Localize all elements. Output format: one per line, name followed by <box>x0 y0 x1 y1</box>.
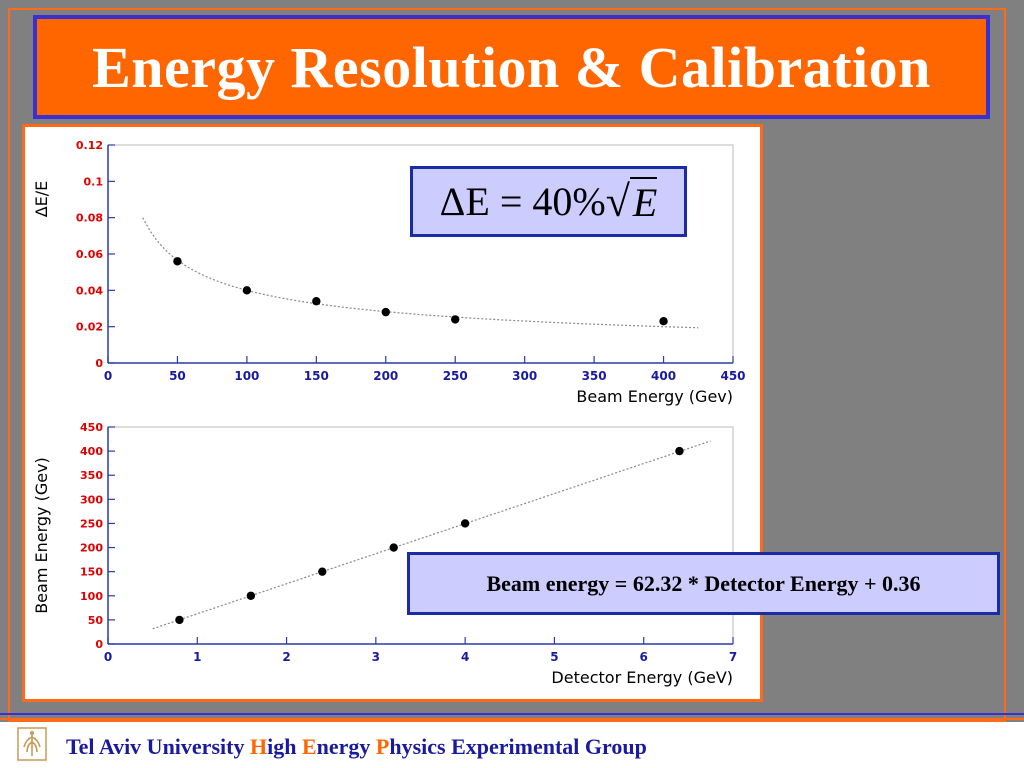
x-tick-label: 200 <box>373 369 398 383</box>
x-tick-label: 1 <box>193 650 201 664</box>
x-axis-label: Beam Energy (Gev) <box>576 387 733 406</box>
fit-curve <box>142 217 699 329</box>
y-tick-label: 0 <box>95 357 103 370</box>
x-tick-label: 6 <box>640 650 648 664</box>
y-axis-label: ΔE/E <box>32 181 51 218</box>
data-point <box>246 591 256 600</box>
data-point <box>318 567 327 576</box>
y-tick-label: 150 <box>80 566 103 579</box>
footer-highlight: P <box>375 734 390 759</box>
slide-frame <box>8 8 1006 722</box>
footer-text-part: igh <box>267 734 302 759</box>
y-tick-label: 200 <box>80 542 103 555</box>
title-banner: Energy Resolution & Calibration <box>33 15 990 119</box>
footer-text-part: hysics Experimental Group <box>389 734 647 759</box>
y-tick-label: 400 <box>80 445 103 458</box>
footer-highlight: E <box>301 734 317 759</box>
y-tick-label: 0.02 <box>76 321 103 334</box>
data-point <box>659 317 668 326</box>
y-tick-label: 350 <box>80 469 103 482</box>
formula-root-var: E <box>629 177 658 226</box>
university-logo-icon <box>17 727 47 761</box>
formula-delta-e: ΔE <box>439 179 490 224</box>
resolution-formula-box: ΔE = 40% √ E <box>410 166 687 237</box>
y-tick-label: 300 <box>80 493 103 506</box>
y-tick-label: 0.08 <box>76 212 103 225</box>
data-point <box>175 615 184 625</box>
data-point <box>389 543 398 552</box>
data-point <box>173 257 182 266</box>
x-axis-label: Detector Energy (GeV) <box>551 668 733 687</box>
y-tick-label: 0 <box>95 638 103 651</box>
data-point <box>460 519 470 528</box>
data-point <box>242 286 252 295</box>
formula-percent: 40% <box>532 179 606 224</box>
calibration-label: Beam energy = 62.32 * Detector Energy + … <box>486 570 921 596</box>
x-tick-label: 0 <box>104 369 112 383</box>
formula-equals: = <box>499 179 523 224</box>
footer-divider-orange <box>0 718 1024 720</box>
x-tick-label: 4 <box>461 650 469 664</box>
x-tick-label: 400 <box>651 369 676 383</box>
footer-highlight: H <box>249 734 268 759</box>
x-tick-label: 0 <box>104 650 112 664</box>
data-point <box>312 297 321 306</box>
y-tick-label: 250 <box>80 517 103 530</box>
data-point <box>451 315 460 324</box>
footer-bar <box>0 722 1024 768</box>
y-tick-label: 0.1 <box>84 175 104 188</box>
y-axis-label: Beam Energy (Gev) <box>32 457 51 614</box>
footer-text-part: Tel Aviv University <box>66 734 250 759</box>
x-tick-label: 50 <box>169 369 186 383</box>
x-tick-label: 5 <box>550 650 558 664</box>
y-tick-label: 50 <box>88 614 104 627</box>
x-tick-label: 150 <box>304 369 329 383</box>
footer-divider-blue <box>0 713 1024 715</box>
data-point <box>381 307 390 317</box>
footer-text-part: nergy <box>316 734 376 759</box>
y-tick-label: 0.12 <box>76 139 103 152</box>
y-tick-label: 450 <box>80 421 103 434</box>
data-point <box>675 446 684 456</box>
y-tick-label: 100 <box>80 590 103 603</box>
x-tick-label: 7 <box>729 650 737 664</box>
x-tick-label: 350 <box>582 369 607 383</box>
y-tick-label: 0.04 <box>76 284 103 297</box>
slide-title: Energy Resolution & Calibration <box>92 34 931 100</box>
y-tick-label: 0.06 <box>76 248 103 261</box>
x-tick-label: 2 <box>282 650 290 664</box>
x-tick-label: 3 <box>372 650 380 664</box>
x-tick-label: 100 <box>234 369 259 383</box>
footer-group-name: Tel Aviv University High Energy Physics … <box>66 734 647 760</box>
x-tick-label: 450 <box>720 369 745 383</box>
x-tick-label: 300 <box>512 369 537 383</box>
x-tick-label: 250 <box>443 369 468 383</box>
charts-svg: 0 50 100 150 200 250 300 350 400 45000.020.040.06… <box>32 139 746 687</box>
calibration-formula-box: Beam energy = 62.32 * Detector Energy + … <box>407 552 1000 615</box>
sqrt-icon: √ <box>605 177 630 226</box>
